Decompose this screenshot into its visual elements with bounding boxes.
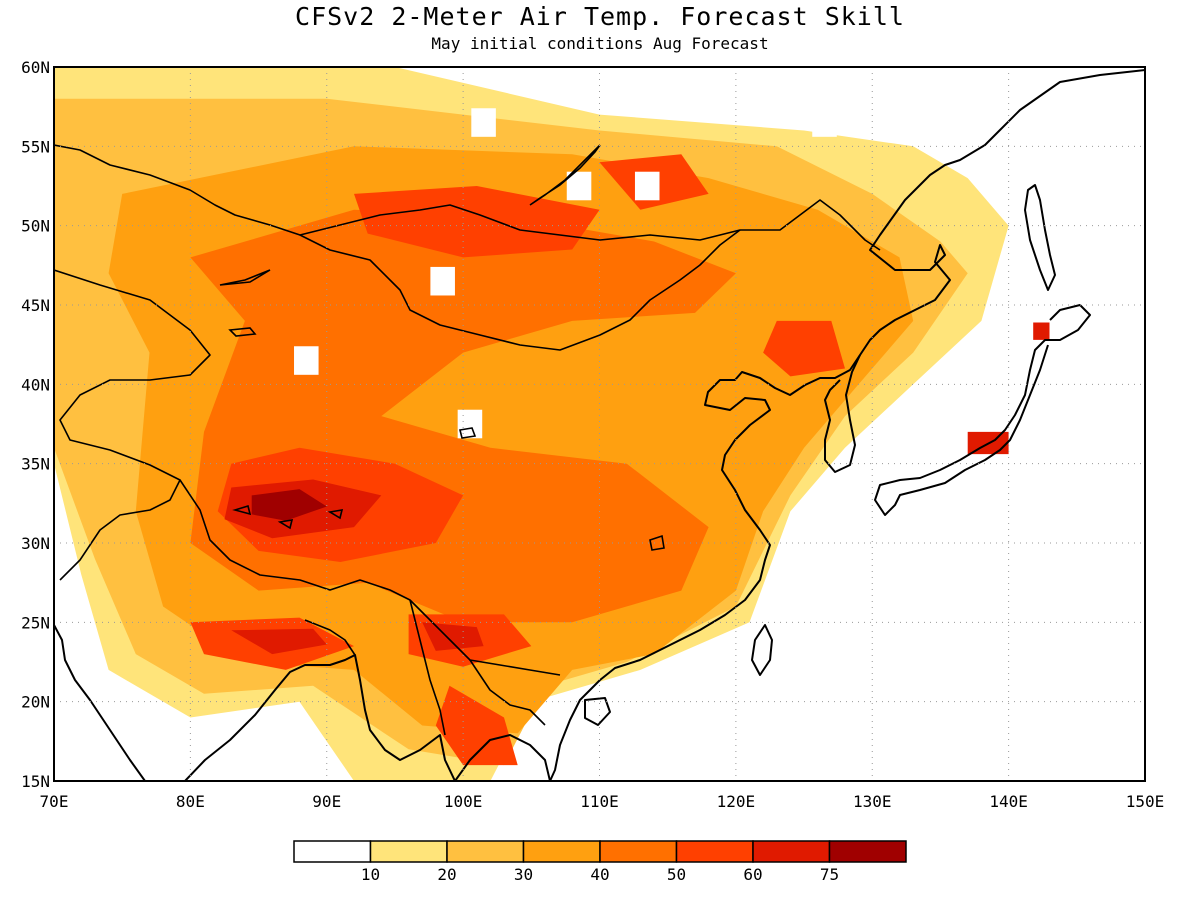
chart-title: CFSv2 2-Meter Air Temp. Forecast Skill (295, 2, 905, 31)
coastline-hainan (584, 697, 611, 726)
lon-label: 140E (989, 792, 1028, 811)
lon-label: 100E (444, 792, 483, 811)
lat-label: 55N (21, 137, 50, 156)
lake-poyang (649, 534, 665, 551)
lat-label: 20N (21, 693, 50, 712)
legend-label: 75 (820, 865, 839, 884)
lake-balkhash (219, 269, 271, 286)
blank-cell-5 (634, 171, 660, 201)
map-frame (53, 66, 1146, 782)
coastline-korea (824, 354, 861, 473)
lon-label: 120E (717, 792, 756, 811)
color-legend: 10 20 30 40 50 60 75 (293, 840, 907, 884)
blank-cell-0 (430, 266, 455, 296)
lon-label: 80E (176, 792, 205, 811)
coastline-mainland (549, 69, 1145, 781)
skill-region-13 (231, 628, 327, 655)
lat-label: 25N (21, 613, 50, 632)
lat-label: 45N (21, 296, 50, 315)
lakes (219, 144, 665, 551)
legend-label: 60 (743, 865, 762, 884)
legend-swatch (293, 840, 372, 863)
border-laos-vietnam (469, 659, 546, 726)
border-himalaya (179, 479, 561, 676)
legend-swatch (675, 840, 754, 863)
legend-swatch (522, 840, 601, 863)
legend-label: 50 (667, 865, 686, 884)
legend-swatch (446, 840, 525, 863)
legend-label: 30 (514, 865, 533, 884)
lat-label: 60N (21, 58, 50, 77)
legend-swatch (369, 840, 448, 863)
lon-label: 150E (1126, 792, 1165, 811)
legend-label: 40 (590, 865, 609, 884)
lake-tibet-1 (232, 504, 252, 516)
lon-label: 110E (580, 792, 619, 811)
border-bangladesh (304, 619, 356, 656)
lake-tibet-3 (327, 509, 344, 520)
coastline-taiwan (751, 624, 773, 676)
border-myanmar (409, 599, 446, 736)
skill-region-10 (435, 685, 518, 766)
graticule (54, 67, 1145, 781)
legend-label: 20 (437, 865, 456, 884)
lat-label: 50N (21, 217, 50, 236)
blank-cell-2 (457, 409, 483, 439)
legend-swatch (828, 840, 907, 863)
country-borders (54, 144, 881, 736)
legend-label: 10 (361, 865, 380, 884)
lon-label: 90E (312, 792, 341, 811)
lat-axis-labels: 60N 55N 50N 45N 40N 35N 30N 25N 20N 15N (21, 58, 50, 791)
lon-label: 130E (853, 792, 892, 811)
lon-axis-labels: 70E 80E 90E 100E 110E 120E 130E 140E 150E (40, 792, 1165, 811)
lat-label: 40N (21, 375, 50, 394)
lake-issyk-kul (228, 327, 257, 337)
skill-region-14 (1033, 322, 1050, 340)
lat-label: 15N (21, 772, 50, 791)
blank-cell-3 (471, 108, 496, 137)
coastline-japan (874, 304, 1091, 516)
legend-swatch (752, 840, 831, 863)
lon-label: 70E (40, 792, 69, 811)
coastline-sakhalin (1024, 184, 1056, 291)
lat-label: 35N (21, 455, 50, 474)
chart-subtitle: May initial conditions Aug Forecast (431, 34, 769, 53)
border-russia-south (54, 144, 881, 251)
border-mongolia-china (299, 229, 741, 351)
skill-region-16 (251, 489, 327, 521)
skill-region-7 (763, 320, 845, 377)
lat-label: 30N (21, 534, 50, 553)
skill-shading (54, 67, 1050, 781)
coastlines (54, 69, 1145, 781)
coastline-indochina (454, 734, 551, 781)
blank-cell-1 (294, 346, 319, 375)
legend-swatch (599, 840, 678, 863)
lake-tibet-2 (277, 519, 294, 530)
skill-region-5 (354, 186, 600, 258)
lake-qinghai (459, 427, 477, 439)
border-central-asia (54, 269, 211, 581)
lake-baikal (529, 144, 601, 206)
skill-region-12 (422, 622, 484, 651)
blank-cell-7 (812, 108, 837, 137)
blank-cell-6 (866, 92, 892, 121)
